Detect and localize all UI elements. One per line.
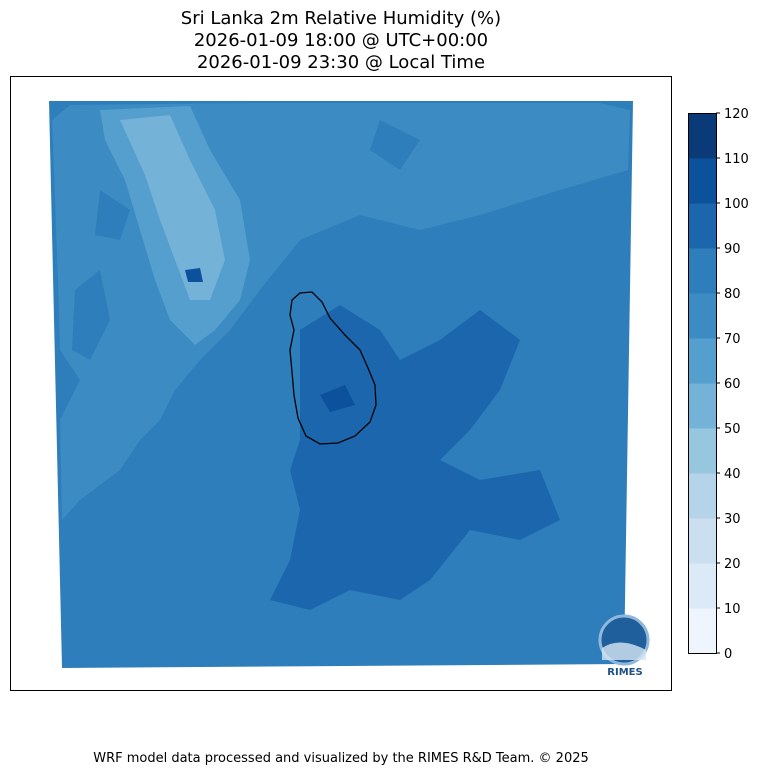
colorbar-level-70	[688, 293, 716, 339]
colorbar-tick-label: 120	[724, 107, 749, 122]
sri-lanka-coastline	[289, 291, 377, 445]
humidity-field	[49, 101, 633, 668]
colorbar-level-20	[688, 518, 716, 564]
colorbar-tick-label: 20	[724, 557, 741, 572]
field-50-60	[120, 115, 225, 300]
colorbar-tick-label: 90	[724, 242, 741, 257]
colorbar-tick-label: 60	[724, 377, 741, 392]
colorbar-tick-label: 10	[724, 602, 741, 617]
colorbar-level-30	[688, 473, 716, 519]
chart-title: Sri Lanka 2m Relative Humidity (%)	[180, 8, 502, 29]
colorbar-level-60	[688, 338, 716, 384]
colorbar-tick-label: 110	[724, 152, 749, 167]
colorbar-tick-label: 80	[724, 287, 741, 302]
colorbar-level-40	[688, 428, 716, 474]
colorbar-level-80	[688, 248, 716, 294]
colorbar-level-90	[688, 203, 716, 249]
field-90-100	[270, 305, 560, 610]
colorbar-tick-label: 0	[724, 647, 732, 662]
colorbar-tick-label: 70	[724, 332, 741, 347]
rimes-logo: RIMES	[598, 614, 650, 678]
colorbar-level-100	[688, 158, 716, 204]
logo-text: RIMES	[607, 667, 642, 678]
colorbar-tick-label: 30	[724, 512, 741, 527]
colorbar-level-50	[688, 383, 716, 429]
utc-time: 2026-01-09 18:00 @ UTC+00:00	[193, 30, 489, 51]
local-time: 2026-01-09 23:30 @ Local Time	[196, 52, 486, 73]
colorbar-level-110	[688, 113, 716, 159]
colorbar-tick-label: 40	[724, 467, 741, 482]
colorbar-level-0	[688, 608, 716, 654]
footer-credit: WRF model data processed and visualized …	[93, 751, 589, 766]
field-80-90-patches	[72, 120, 420, 360]
colorbar-tick-label: 50	[724, 422, 741, 437]
colorbar-tick-label: 100	[724, 197, 749, 212]
field-100-110	[185, 268, 355, 412]
colorbar: 0 10 20 30 40 50 60 70 80 90 100 110 120	[688, 107, 749, 662]
colorbar-level-10	[688, 563, 716, 609]
